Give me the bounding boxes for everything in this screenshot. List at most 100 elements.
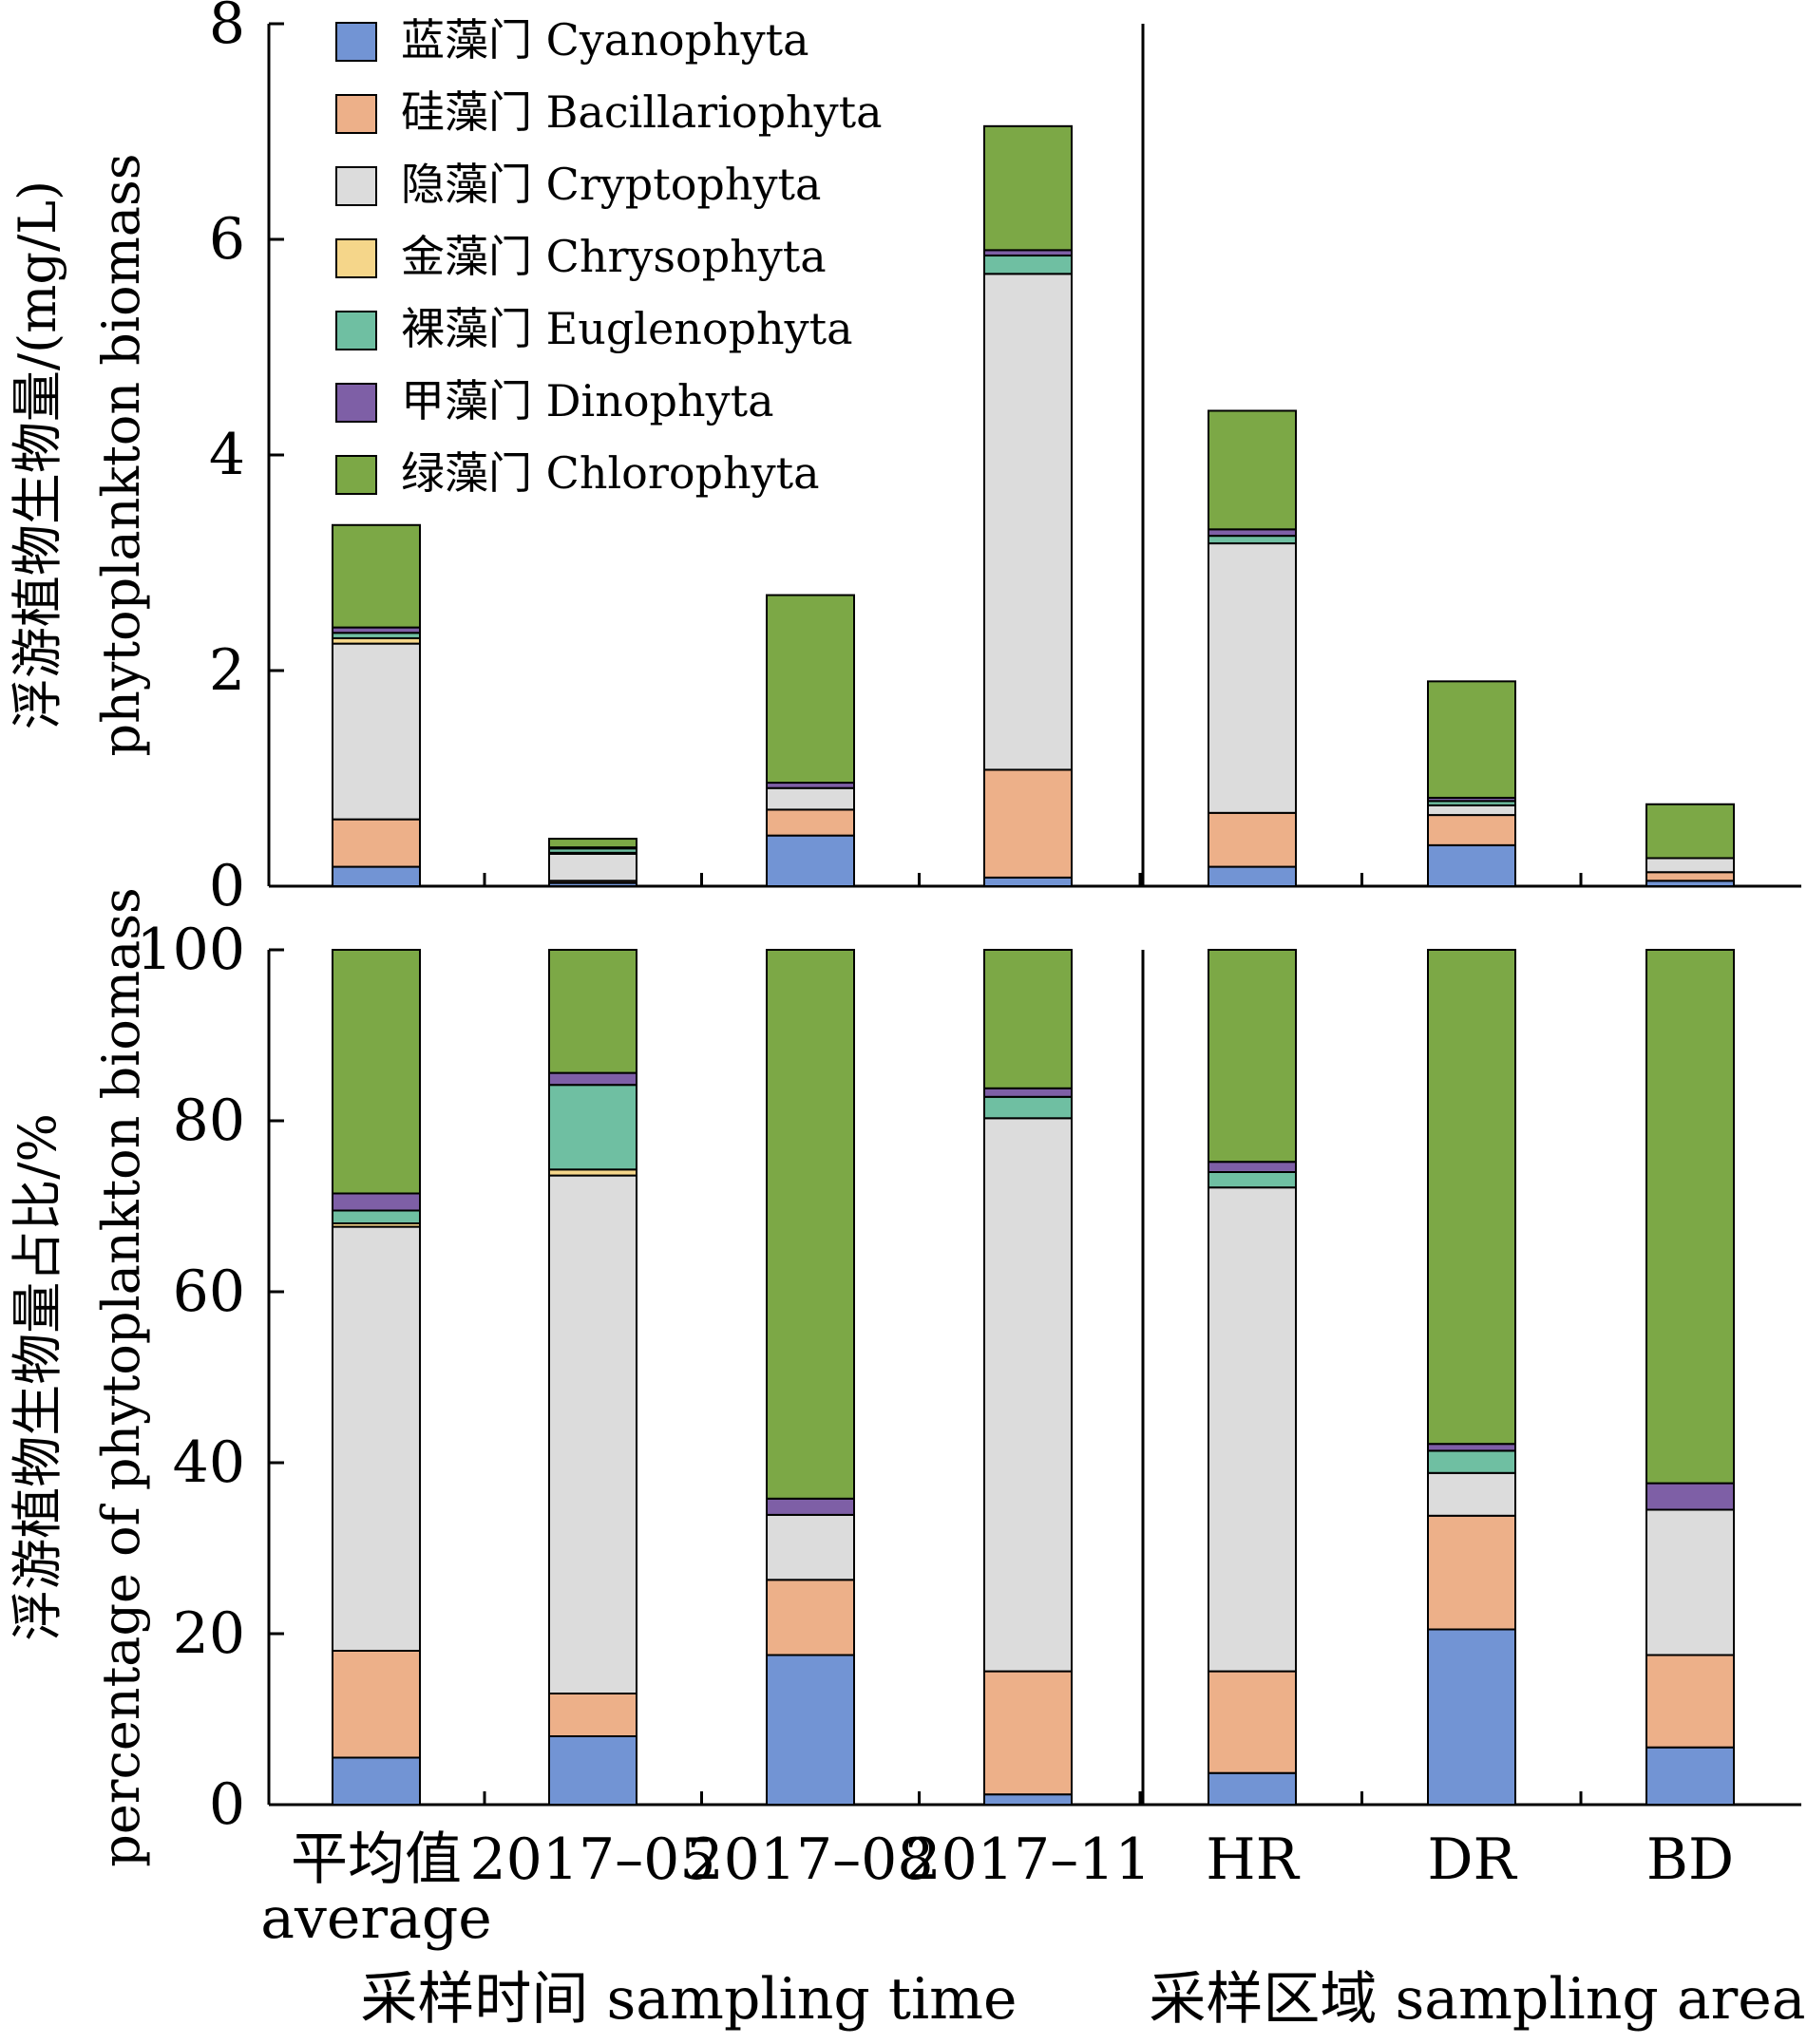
legend-label: 硅藻门 Bacillariophyta [401, 86, 883, 138]
bar-segment [332, 642, 421, 821]
bar-segment [983, 1095, 1073, 1120]
bar-segment [1208, 409, 1297, 531]
y-tick-label: 2 [209, 637, 245, 704]
bar-segment [332, 1225, 421, 1652]
x-category-label: 2017–11 [904, 1826, 1151, 1893]
y-tick-label: 60 [173, 1259, 245, 1325]
bar-segment [1427, 843, 1516, 887]
x-category-label: 平均值 [291, 1826, 462, 1893]
bar-segment [983, 768, 1073, 879]
legend-swatch [335, 22, 377, 62]
bar-segment [766, 1579, 855, 1656]
legend-label: 裸藻门 Euglenophyta [401, 303, 853, 354]
y-tick-label: 20 [173, 1600, 245, 1667]
bar-segment [332, 1756, 421, 1806]
x-category-label: DR [1427, 1826, 1517, 1893]
bar-segment [766, 949, 855, 1500]
bar-segment [332, 949, 421, 1195]
bar-segment [1208, 535, 1297, 545]
y-axis-title-line1: 浮游植物生物量占比/% [8, 1113, 67, 1641]
bar-segment [766, 834, 855, 888]
legend-label: 蓝藻门 Cyanophyta [401, 14, 809, 66]
bar-segment [332, 523, 421, 629]
y-tick-label: 4 [209, 422, 245, 488]
bar-segment [548, 852, 637, 882]
legend-label: 金藻门 Chrysophyta [401, 231, 827, 282]
bar-segment [983, 255, 1073, 275]
y-tick-label: 0 [209, 1771, 245, 1838]
bar-segment [1645, 1508, 1735, 1656]
bar-segment [1427, 1471, 1516, 1517]
bar-segment [1427, 804, 1516, 817]
y-tick-label: 100 [136, 917, 245, 983]
bar-segment [983, 876, 1073, 887]
legend-label: 绿藻门 Chlorophyta [401, 447, 820, 499]
bar-segment [983, 1087, 1073, 1098]
bar-segment [766, 594, 855, 785]
y-tick-label: 8 [209, 0, 245, 57]
bar-segment [766, 808, 855, 837]
x-category-label: 2017–08 [687, 1826, 933, 1893]
legend-swatch [335, 166, 377, 206]
bar-segment [766, 1513, 855, 1581]
bar-segment [332, 1192, 421, 1212]
bar-segment [1208, 542, 1297, 814]
bar-segment [548, 1084, 637, 1171]
bar-segment [1427, 814, 1516, 846]
bar-segment [1208, 949, 1297, 1164]
bar-segment [548, 949, 637, 1074]
y-axis-title-line2: phytoplankton biomass [91, 154, 151, 757]
legend-label: 隐藻门 Cryptophyta [401, 159, 821, 210]
bar-segment [548, 1174, 637, 1694]
bar-segment [1645, 857, 1735, 874]
legend-swatch [335, 383, 377, 423]
y-axis-title-line2: percentage of phytoplankton biomass [91, 887, 151, 1866]
bar-segment [1427, 1628, 1516, 1806]
bar-segment [1645, 1482, 1735, 1511]
legend: 蓝藻门 Cyanophyta 硅藻门 Bacillariophyta 隐藻门 Cry… [335, 14, 883, 499]
bar-segment [1427, 680, 1516, 799]
bar-segment [1208, 528, 1297, 538]
bar-segment [1645, 1654, 1735, 1749]
legend-label: 甲藻门 Dinophyta [401, 375, 774, 426]
legend-swatch [335, 238, 377, 278]
bar-segment [548, 1693, 637, 1737]
bar-segment [1208, 1161, 1297, 1173]
bar-segment [1645, 871, 1735, 882]
bar-segment [1208, 1186, 1297, 1673]
bar-segment [766, 786, 855, 811]
bar-segment [983, 949, 1073, 1089]
bars [332, 124, 1735, 1806]
legend-swatch [335, 94, 377, 134]
bar-segment [983, 273, 1073, 771]
bar-segment [1645, 949, 1735, 1485]
bar-segment [1208, 811, 1297, 868]
bar-segment [1427, 1449, 1516, 1474]
y-axis-title-line1: 浮游植物生物量/(mg/L) [8, 180, 67, 729]
x-category-label: BD [1646, 1826, 1734, 1893]
y-tick-label: 80 [173, 1088, 245, 1154]
x-category-label: 2017–05 [469, 1826, 715, 1893]
group-label-sampling-time: 采样时间 sampling time [360, 1966, 1017, 2033]
x-category-label: HR [1206, 1826, 1300, 1893]
bar-segment [1208, 865, 1297, 888]
y-tick-label: 0 [209, 853, 245, 919]
bar-segment [548, 838, 637, 849]
bar-segment [1427, 1443, 1516, 1452]
bar-segment [1427, 949, 1516, 1446]
legend-swatch [335, 455, 377, 495]
bar-segment [766, 1654, 855, 1806]
bar-segment [548, 1071, 637, 1087]
bar-segment [983, 1670, 1073, 1796]
bar-segment [983, 1117, 1073, 1673]
bar-segment [983, 124, 1073, 252]
bar-segment [548, 1735, 637, 1806]
bar-segment [766, 1497, 855, 1516]
bar-segment [983, 1793, 1073, 1806]
y-tick-label: 6 [209, 206, 245, 273]
bar-segment [332, 818, 421, 868]
legend-swatch [335, 311, 377, 350]
bar-segment [1427, 1514, 1516, 1631]
labels: 0 2 4 6 8 浮游植物生物量/(mg/L) phytoplankton biomass… [8, 0, 1806, 2033]
